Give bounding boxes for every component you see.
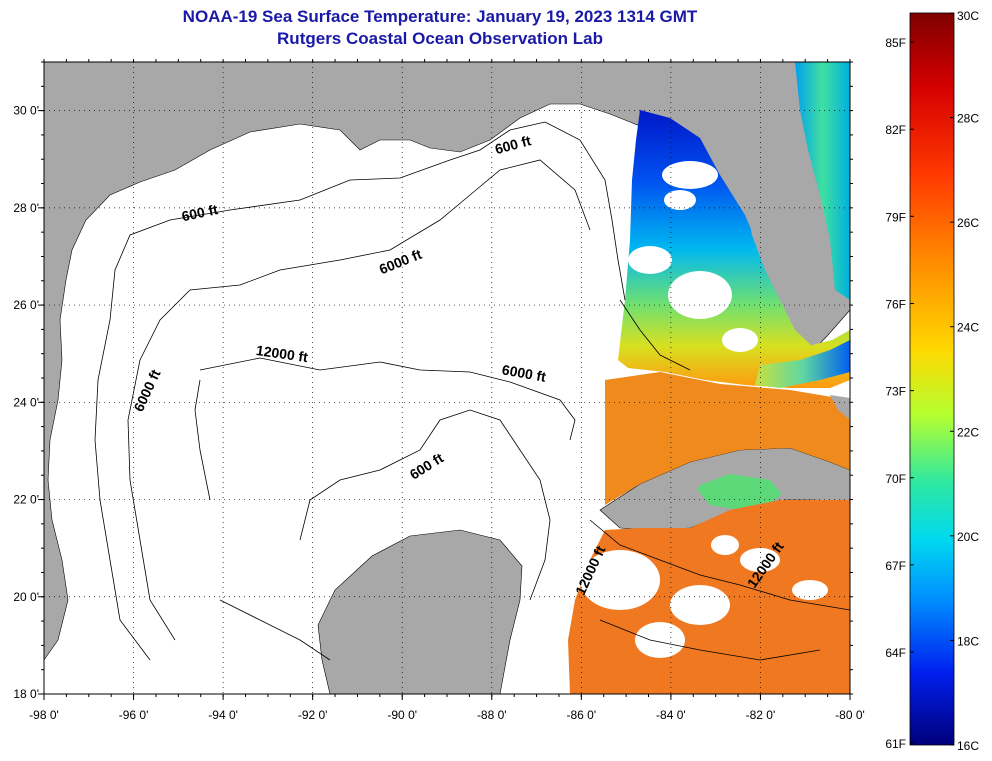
colorbar-f-label: 61F [885, 737, 906, 751]
sst-florida-keys-band [755, 340, 850, 388]
colorbar-celsius-labels: 30C 28C 26C 24C 22C 20C 18C 16C [950, 9, 979, 753]
lat-tick-label: 20 0' [13, 590, 39, 604]
sst-straits-band [605, 372, 850, 505]
lon-tick-label: -82 0' [746, 708, 776, 722]
lat-tick-label: 24 0' [13, 395, 39, 409]
lat-axis-labels: 18 0' 20 0' 22 0' 24 0' 26 0' 28 0' 30 0' [13, 104, 39, 701]
colorbar-c-label: 24C [957, 321, 979, 335]
colorbar-c-label: 28C [957, 112, 979, 126]
florida-land [742, 62, 835, 346]
lat-tick-label: 18 0' [13, 687, 39, 701]
colorbar [909, 12, 955, 746]
colorbar-c-label: 30C [957, 9, 979, 23]
colorbar-c-label: 22C [957, 425, 979, 439]
colorbar-f-label: 70F [885, 472, 906, 486]
lat-lon-grid [44, 62, 850, 694]
lon-tick-label: -96 0' [119, 708, 149, 722]
colorbar-f-label: 82F [885, 123, 906, 137]
yucatan-land [317, 529, 523, 694]
bathymetry-contours [94, 121, 850, 661]
lon-tick-label: -90 0' [387, 708, 417, 722]
lon-tick-label: -86 0' [567, 708, 597, 722]
colorbar-c-label: 26C [957, 216, 979, 230]
map-subtitle: Rutgers Coastal Ocean Observation Lab [277, 29, 603, 48]
colorbar-f-label: 76F [885, 297, 906, 311]
colorbar-f-label: 67F [885, 559, 906, 573]
colorbar-c-label: 16C [957, 739, 979, 753]
lon-axis-labels: -98 0' -96 0' -94 0' -92 0' -90 0' -88 0' -86 … [29, 708, 865, 722]
colorbar-fahrenheit-labels: 85F 82F 79F 76F 73F 70F 67F 64F 61F [885, 36, 914, 751]
colorbar-c-label: 20C [957, 530, 979, 544]
lat-tick-label: 30 0' [13, 104, 39, 118]
colorbar-f-label: 85F [885, 36, 906, 50]
cloud-gaps [580, 161, 828, 658]
lon-tick-label: -92 0' [298, 708, 328, 722]
contour-label: 6000 ft [501, 361, 548, 385]
lon-tick-label: -84 0' [656, 708, 686, 722]
colorbar-c-label: 18C [957, 634, 979, 648]
contour-label: 600 ft [180, 201, 219, 224]
lat-tick-label: 26 0' [13, 298, 39, 312]
contour-label: 12000 ft [255, 342, 309, 365]
lon-tick-label: -88 0' [477, 708, 507, 722]
colorbar-f-label: 73F [885, 385, 906, 399]
lon-tick-label: -94 0' [208, 708, 238, 722]
colorbar-f-label: 64F [885, 646, 906, 660]
lat-tick-label: 28 0' [13, 201, 39, 215]
lat-tick-label: 22 0' [13, 493, 39, 507]
lon-tick-label: -80 0' [835, 708, 865, 722]
axis-ticks [38, 59, 853, 700]
lon-tick-label: -98 0' [29, 708, 59, 722]
map-title: NOAA-19 Sea Surface Temperature: January… [182, 7, 698, 26]
sst-swath-atlantic [795, 62, 850, 300]
colorbar-f-label: 79F [885, 210, 906, 224]
